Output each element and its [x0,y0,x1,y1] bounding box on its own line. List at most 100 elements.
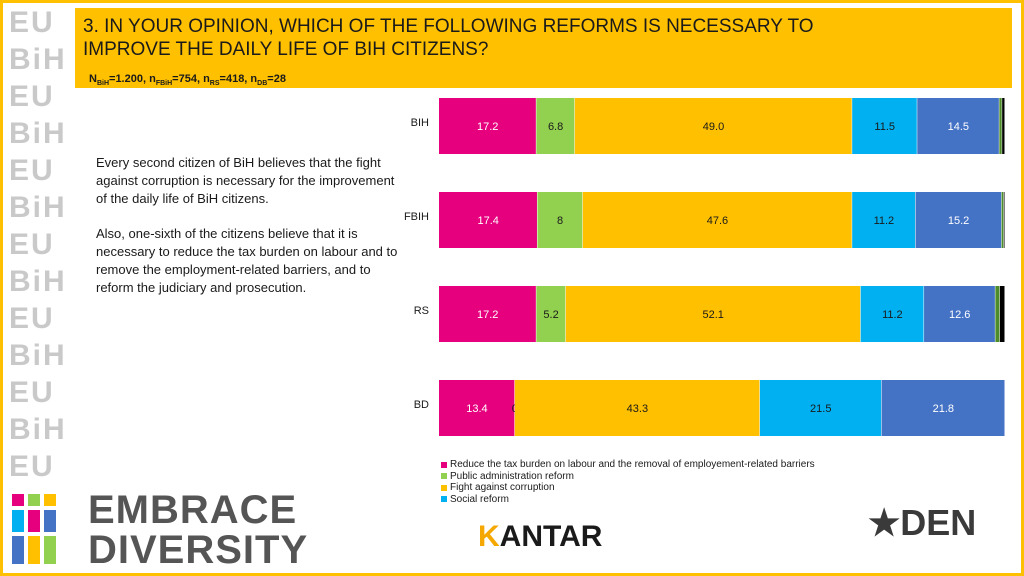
data-label: 43.3 [627,403,648,415]
legend-swatch [441,473,447,480]
title-line-1: 3. IN YOUR OPINION, WHICH OF THE FOLLOWI… [83,16,814,37]
insight-paragraph-1: Every second citizen of BiH believes tha… [96,155,395,206]
legend-swatch [441,461,447,468]
insight-paragraph-2: Also, one-sixth of the citizens believe … [96,226,398,295]
insight-text: Every second citizen of BiH believes tha… [96,154,401,314]
data-label: 21.8 [933,403,954,415]
data-label: 14.5 [948,121,969,133]
bar-segment [536,98,575,154]
sample-sub-fbih: FBiH [155,80,173,88]
strip-glyph: EU [9,80,55,113]
sample-val-bih: =1.200, [109,73,150,85]
legend-item: Social reform [441,494,815,506]
sample-n-fbih: n [149,73,156,85]
kantar-logo: KANTAR [478,520,602,554]
bar-segment [439,98,537,154]
data-label: 11.2 [874,215,895,227]
data-label: 15.2 [948,215,969,227]
legend-swatch [441,496,447,503]
bar-segment [881,380,1005,436]
strip-glyph: EU [9,376,55,409]
category-label: BD [414,399,429,411]
strip-glyph: EU [9,154,55,187]
legend-label: Public administration reform [450,470,574,482]
strip-glyph: EU [9,450,55,483]
legend-label: Reduce the tax burden on labour and the … [450,459,815,470]
page-title: 3. IN YOUR OPINION, WHICH OF THE FOLLOWI… [83,15,983,61]
kantar-logo-rest: ANTAR [499,520,603,553]
legend-item: Public administration reform [441,471,815,483]
embrace-word: EMBRACE [88,488,298,532]
data-label: 0 [512,403,518,415]
bar-segment [1003,192,1005,248]
data-label: 8 [557,215,563,227]
embrace-diversity-logo: EMBRACE DIVERSITY [8,488,307,570]
bar-segment [999,98,1003,154]
chart-legend: Reduce the tax burden on labour and the … [441,459,815,505]
data-label: 13.4 [466,403,487,415]
data-label: 11.2 [882,309,903,321]
sample-n-bih: N [89,73,97,85]
data-label: 17.2 [477,121,498,133]
data-label: 21.5 [810,403,831,415]
sample-sub-bih: BiH [96,80,110,88]
sample-val-rs: =418, [219,73,251,85]
data-label: 17.2 [477,309,498,321]
sample-n-rs: n [203,73,210,85]
bar-segment [1002,98,1005,154]
data-label: 5.2 [543,309,558,321]
strip-glyph: BiH [9,117,67,150]
bar-segment [860,286,925,342]
strip-glyph: EU [9,228,55,261]
stacked-bar-chart: BIH 17.2 6.8 49.0 11.5 14.5 FBIH 17.4 8 47.6 11.2 1… [404,98,1006,436]
strip-glyph: BiH [9,43,67,76]
title-line-2: IMPROVE THE DAILY LIFE OF BIH CITIZENS? [83,39,489,60]
category-label: RS [414,305,429,317]
data-label: 52.1 [703,309,724,321]
strip-glyph: BiH [9,265,67,298]
strip-glyph: BiH [9,191,67,224]
bar-segment [582,192,853,248]
header-band [75,8,1012,88]
bar-segment [574,98,853,154]
bar-segment [852,192,916,248]
bar-segment [536,286,566,342]
strip-glyph: EU [9,302,55,335]
sample-n-db: n [250,73,258,85]
data-label: 49.0 [703,121,724,133]
bar-segment [1001,192,1004,248]
bar-segment [759,380,882,436]
den-logo: ★DEN [868,502,976,544]
data-label: 11.5 [874,121,895,133]
legend-item: Fight against corruption [441,482,815,494]
bar-segment [915,192,1002,248]
legend-label: Social reform [450,493,509,505]
bih-eu-logo-icon [12,494,56,564]
bar-segment [924,286,996,342]
data-label: 17.4 [478,215,499,227]
bar-segment [995,286,1000,342]
sample-val-db: =28 [267,73,286,85]
star-icon: ★ [868,502,901,543]
sample-sub-db: DB [257,80,268,88]
bar-segment [999,286,1005,342]
bar-segment [917,98,1000,154]
sample-size: NBiH=1.200, nFBiH=754, nRS=418, nDB=28 [89,73,286,87]
bar-segment [565,286,861,342]
strip-glyph: EU [9,6,55,39]
data-label: 12.6 [949,309,970,321]
bar-segment [439,286,537,342]
sample-sub-rs: RS [209,80,220,88]
bar-segment [537,192,583,248]
den-logo-text: DEN [900,502,977,543]
legend-label: Fight against corruption [450,482,555,493]
eu-bih-pattern: EU BiH EU BiH EU BiH EU BiH EU BiH EU BiH EU [3,3,75,488]
data-label: 6.8 [548,121,563,133]
bar-segment [514,380,760,436]
category-label: BIH [411,117,429,129]
category-label: FBIH [404,211,429,223]
bar-segment [439,192,538,248]
legend-item: Reduce the tax burden on labour and the … [441,459,815,471]
strip-glyph: BiH [9,339,67,372]
